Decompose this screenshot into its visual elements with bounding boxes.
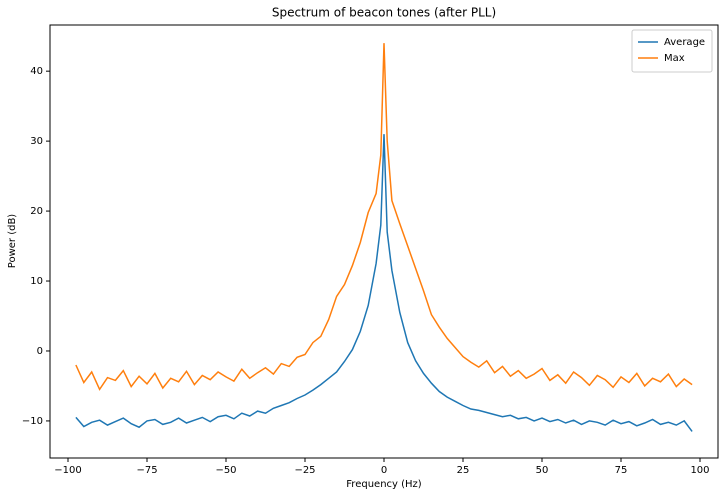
- data-line: [75, 43, 693, 391]
- y-tick-label: 0: [37, 346, 43, 357]
- x-axis-label: Frequency (Hz): [346, 479, 422, 490]
- legend-label: Average: [664, 37, 705, 48]
- data-line: [75, 134, 693, 432]
- legend-label: Max: [664, 53, 685, 64]
- chart-title: Spectrum of beacon tones (after PLL): [272, 6, 496, 20]
- x-tick-label: −50: [215, 465, 236, 476]
- y-axis-label: Power (dB): [7, 214, 18, 269]
- legend: Average Max: [631, 29, 713, 73]
- x-tick-label: −25: [294, 465, 315, 476]
- legend-box: [631, 29, 713, 73]
- y-tick-label: 20: [30, 206, 43, 217]
- y-tick-label: 30: [30, 136, 43, 147]
- x-tick-label: 0: [381, 465, 387, 476]
- y-tick-label: −10: [22, 416, 43, 427]
- plot-frame: [49, 24, 719, 459]
- x-tick-label: 25: [457, 465, 470, 476]
- y-tick-label: 40: [30, 66, 43, 77]
- y-tick-label: 10: [30, 276, 43, 287]
- x-tick-label: 75: [615, 465, 628, 476]
- x-tick-label: 100: [690, 465, 709, 476]
- x-tick-label: 50: [536, 465, 549, 476]
- x-tick-label: −75: [136, 465, 157, 476]
- x-tick-label: −100: [54, 465, 81, 476]
